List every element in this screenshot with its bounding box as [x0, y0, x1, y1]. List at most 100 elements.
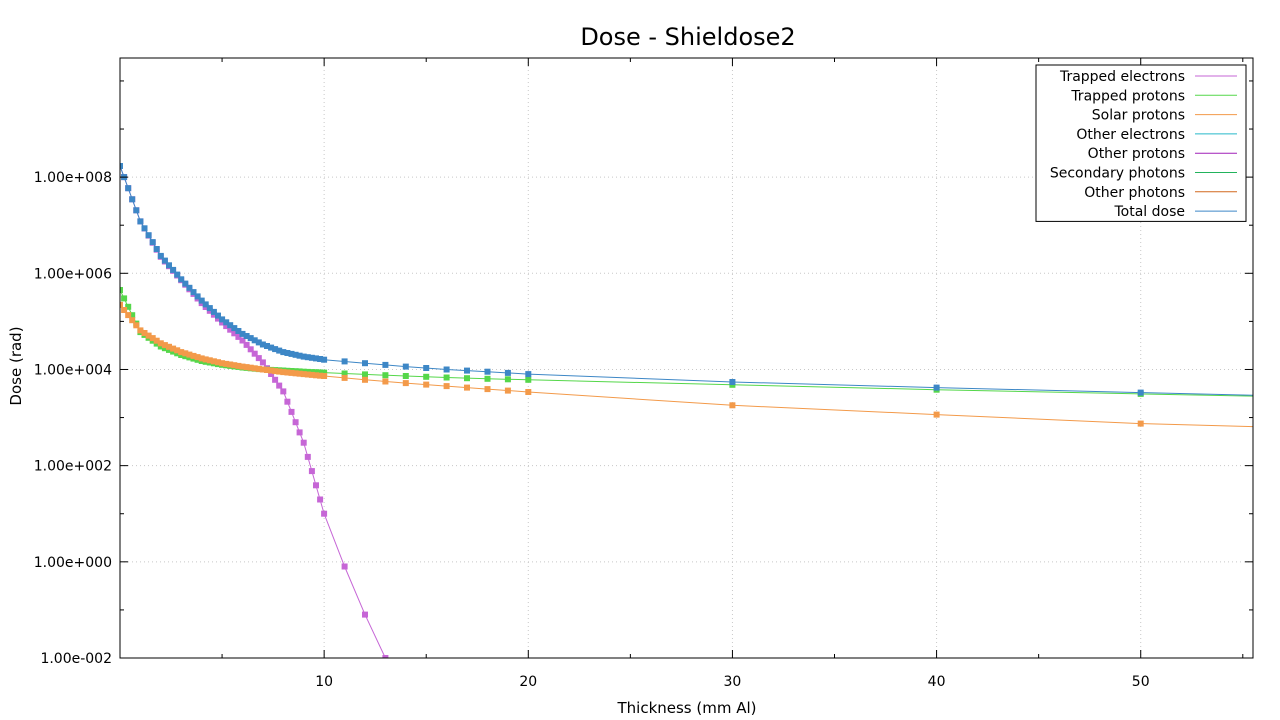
data-point — [120, 163, 123, 169]
data-point — [402, 363, 409, 370]
data-point — [284, 350, 291, 356]
data-point — [1137, 389, 1144, 396]
x-tick-label: 10 — [315, 674, 333, 690]
data-point — [321, 356, 328, 363]
data-point — [272, 368, 279, 375]
y-axis-title: Dose (rad) — [7, 326, 25, 405]
data-point — [308, 354, 315, 361]
data-point — [243, 364, 250, 371]
data-point — [484, 375, 491, 382]
data-point — [247, 335, 254, 342]
legend-entry: Other electrons — [1076, 127, 1237, 143]
data-point — [129, 312, 136, 319]
data-point — [198, 297, 205, 304]
data-point — [166, 346, 172, 353]
data-point — [149, 335, 156, 342]
data-point — [157, 252, 164, 259]
x-tick-label: 40 — [928, 674, 946, 690]
data-point — [443, 366, 450, 373]
data-point — [304, 453, 311, 460]
data-point — [251, 337, 258, 344]
data-point — [382, 655, 389, 658]
legend-label: Secondary photons — [1050, 166, 1185, 182]
data-point — [443, 383, 450, 390]
x-tick-label: 50 — [1132, 674, 1150, 690]
data-point — [125, 185, 132, 192]
data-point — [300, 439, 307, 446]
data-point — [268, 371, 275, 377]
data-point — [243, 333, 250, 339]
data-point — [317, 369, 324, 376]
x-tick-label: 30 — [724, 674, 742, 690]
data-point — [288, 350, 295, 357]
data-point — [280, 349, 287, 356]
data-point — [141, 225, 148, 232]
data-point — [276, 368, 283, 375]
data-point — [129, 317, 136, 324]
series-trapped-electrons — [120, 163, 389, 658]
data-point — [219, 360, 226, 367]
legend-entry: Secondary photons — [1050, 166, 1237, 182]
data-point — [202, 301, 209, 308]
data-point — [227, 326, 234, 333]
x-axis-title: Thickness (mm Al) — [616, 699, 756, 717]
data-point — [504, 387, 511, 394]
data-point — [198, 355, 205, 362]
data-point — [210, 358, 217, 365]
data-point — [157, 343, 164, 350]
data-point — [272, 346, 279, 353]
data-point — [423, 381, 430, 388]
data-point — [125, 303, 132, 310]
y-tick-label: 1.00e+008 — [34, 170, 112, 186]
y-tick-label: 1.00e+006 — [34, 266, 112, 282]
data-point — [182, 350, 189, 357]
data-point — [341, 358, 348, 365]
data-point — [219, 319, 226, 326]
data-point — [120, 287, 123, 293]
data-point — [121, 307, 128, 313]
data-point — [149, 239, 156, 246]
data-point — [304, 371, 311, 378]
legend-label: Other electrons — [1076, 127, 1185, 143]
data-point — [313, 482, 319, 489]
legend-entry: Other photons — [1084, 185, 1237, 201]
data-point — [341, 374, 348, 381]
data-point — [264, 367, 270, 373]
data-point — [178, 349, 185, 356]
data-point — [276, 347, 283, 354]
legend: Trapped electrons Trapped protons Solar pr… — [1035, 64, 1247, 222]
legend-label: Other photons — [1084, 185, 1185, 201]
data-point — [423, 373, 430, 380]
data-point — [161, 345, 168, 352]
series-solar-protons — [120, 301, 1253, 428]
data-point — [235, 362, 242, 369]
data-point — [251, 365, 258, 372]
data-point — [227, 322, 234, 329]
data-point — [243, 341, 250, 348]
data-point — [235, 333, 242, 340]
data-point — [525, 371, 532, 378]
data-point — [219, 316, 226, 323]
data-point — [235, 328, 242, 334]
data-point — [382, 361, 389, 368]
data-point — [1137, 420, 1144, 427]
data-point — [178, 276, 185, 283]
data-point — [525, 389, 532, 395]
legend-label: Trapped electrons — [1059, 69, 1185, 85]
data-point — [137, 327, 144, 334]
data-point — [120, 301, 123, 308]
data-point — [362, 360, 368, 367]
data-point — [223, 323, 230, 330]
data-point — [170, 266, 177, 273]
data-point — [206, 305, 213, 312]
data-point — [231, 325, 238, 332]
data-point — [362, 376, 368, 383]
legend-entry: Trapped protons — [1070, 88, 1237, 104]
legend-label: Solar protons — [1092, 108, 1185, 124]
data-point — [141, 330, 148, 336]
data-point — [321, 510, 328, 517]
data-point — [170, 345, 177, 352]
data-point — [296, 370, 303, 377]
data-point — [239, 363, 246, 370]
data-point — [284, 398, 291, 405]
